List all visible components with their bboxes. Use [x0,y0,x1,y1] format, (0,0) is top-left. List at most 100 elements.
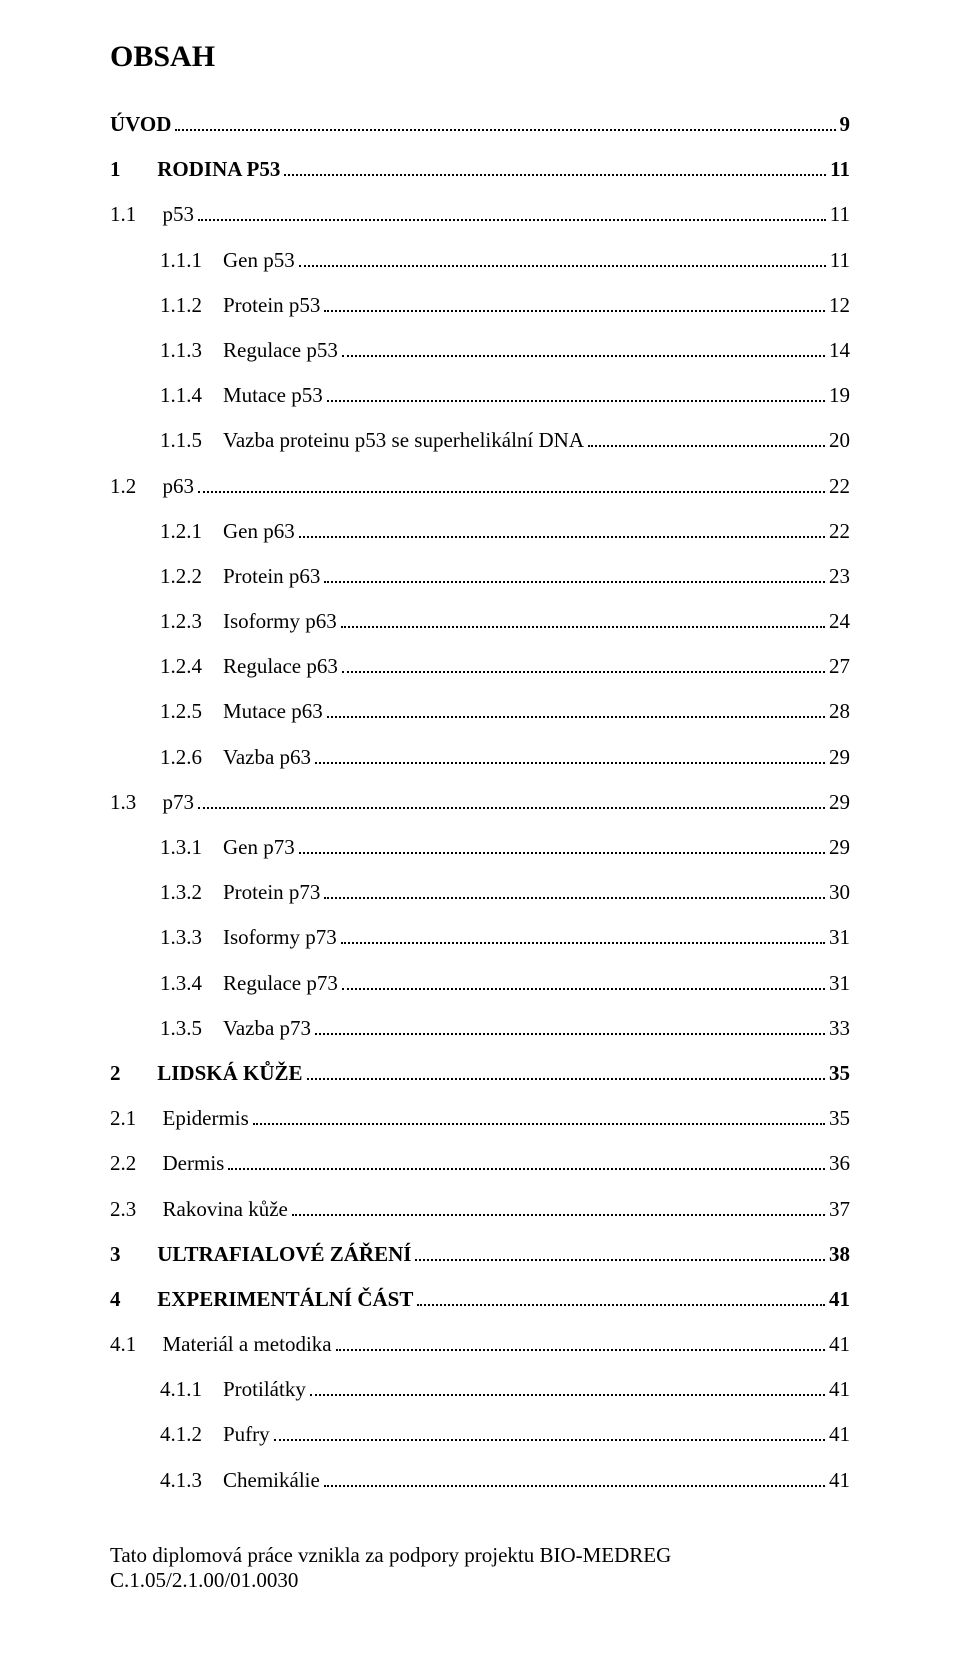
toc-leader-dots [299,837,825,854]
toc-page-number: 30 [829,880,850,905]
toc-text: Protilátky [223,1377,306,1402]
toc-text: Vazba p63 [223,745,311,770]
toc-number-gap [202,428,223,453]
toc-text: Vazba proteinu p53 se superhelikální DNA [223,428,584,453]
toc-leader-dots [336,1334,825,1351]
toc-row: 4.1 Materiál a metodika41 [110,1322,850,1367]
toc-leader-dots [342,973,825,990]
toc-number-gap [202,1468,223,1493]
toc-row: 4.1.2 Pufry41 [110,1412,850,1457]
toc-page-number: 12 [829,293,850,318]
toc-number: 2.1 [110,1106,136,1131]
toc-page-number: 28 [829,699,850,724]
toc-row: 1.3.3 Isoformy p73 31 [110,915,850,960]
toc-page-number: 41 [829,1468,850,1493]
footer-text: Tato diplomová práce vznikla za podpory … [110,1543,850,1593]
toc-page-number: 31 [829,925,850,950]
toc-row: 3 ULTRAFIALOVÉ ZÁŘENÍ38 [110,1232,850,1277]
toc-page-number: 11 [830,202,850,227]
toc-number: 1.1.2 [160,293,202,318]
toc-number-gap [121,1287,158,1312]
toc-row: 1.1.2 Protein p53 12 [110,283,850,328]
toc-leader-dots [324,883,825,900]
toc-text: Gen p73 [223,835,295,860]
toc-row: 1 RODINA P5311 [110,147,850,192]
toc-row: 4.1.3 Chemikálie41 [110,1458,850,1503]
toc-page-number: 19 [829,383,850,408]
toc-number-gap [202,564,223,589]
toc-text: p53 [163,202,195,227]
toc-number-gap [202,1377,223,1402]
toc-text: Protein p73 [223,880,320,905]
toc-leader-dots [274,1425,825,1442]
toc-text: Isoformy p73 [223,925,337,950]
toc-row: 1.2.4 Regulace p6327 [110,644,850,689]
toc-text: ULTRAFIALOVÉ ZÁŘENÍ [157,1242,411,1267]
toc-leader-dots [341,611,825,628]
toc-leader-dots [284,160,826,177]
toc-row: 1.3.1 Gen p7329 [110,825,850,870]
toc-number: 1.1.1 [160,248,202,273]
toc-number: 1.3.1 [160,835,202,860]
toc-number: 1.2.2 [160,564,202,589]
toc-number-gap [121,157,158,182]
toc-text: Gen p63 [223,519,295,544]
toc-number: 1.1.5 [160,428,202,453]
toc-row: 1.3.2 Protein p7330 [110,870,850,915]
toc-leader-dots [228,1154,825,1171]
toc-number-gap [136,202,162,227]
toc-leader-dots [299,521,825,538]
toc-number: 4.1.1 [160,1377,202,1402]
toc-number-gap [202,971,223,996]
toc-page-number: 37 [829,1197,850,1222]
toc-page-number: 35 [829,1106,850,1131]
toc-row: 2.2 Dermis36 [110,1141,850,1186]
toc-page-number: 11 [830,248,850,273]
toc-page-number: 31 [829,971,850,996]
page-title: OBSAH [110,40,850,74]
toc-text: Regulace p53 [223,338,338,363]
toc-text: Regulace p73 [223,971,338,996]
toc-number-gap [136,790,162,815]
toc-row: ÚVOD9 [110,102,850,147]
toc-number-gap [136,1106,162,1131]
toc-number: 4 [110,1287,121,1312]
toc-text: Gen p53 [223,248,295,273]
toc-page-number: 29 [829,790,850,815]
toc-number: 4.1.3 [160,1468,202,1493]
toc-row: 2 LIDSKÁ KŮŽE35 [110,1051,850,1096]
toc-number: 2 [110,1061,121,1086]
toc-number: 1 [110,157,121,182]
toc-number-gap [202,383,223,408]
toc-number-gap [136,1197,162,1222]
toc-number-gap [202,338,223,363]
toc-page-number: 36 [829,1151,850,1176]
toc-leader-dots [327,385,825,402]
toc-row: 1.1 p5311 [110,192,850,237]
toc-leader-dots [315,1018,825,1035]
toc-number: 1.2.3 [160,609,202,634]
toc-number: 1.3.3 [160,925,202,950]
toc-leader-dots [175,114,835,131]
toc-number: 1.1.4 [160,383,202,408]
toc-leader-dots [307,1063,825,1080]
toc-page-number: 41 [829,1422,850,1447]
toc-number: 1.2 [110,474,136,499]
toc-page-number: 9 [840,112,851,137]
toc-row: 1.3.5 Vazba p7333 [110,1006,850,1051]
toc-text: p63 [163,474,195,499]
toc-number-gap [202,880,223,905]
toc-text: Dermis [163,1151,225,1176]
toc-row: 1.1.5 Vazba proteinu p53 se superhelikál… [110,418,850,463]
toc-text: LIDSKÁ KŮŽE [157,1061,302,1086]
toc-number-gap [202,519,223,544]
toc-page-number: 41 [829,1377,850,1402]
toc-text: Materiál a metodika [163,1332,332,1357]
toc-text: Protein p53 [223,293,320,318]
toc-number: 1.3.4 [160,971,202,996]
toc-page-number: 29 [829,745,850,770]
toc-leader-dots [342,657,825,674]
toc-row: 1.2.3 Isoformy p6324 [110,599,850,644]
toc-number-gap [202,293,223,318]
toc-row: 1.1.1 Gen p53 11 [110,238,850,283]
